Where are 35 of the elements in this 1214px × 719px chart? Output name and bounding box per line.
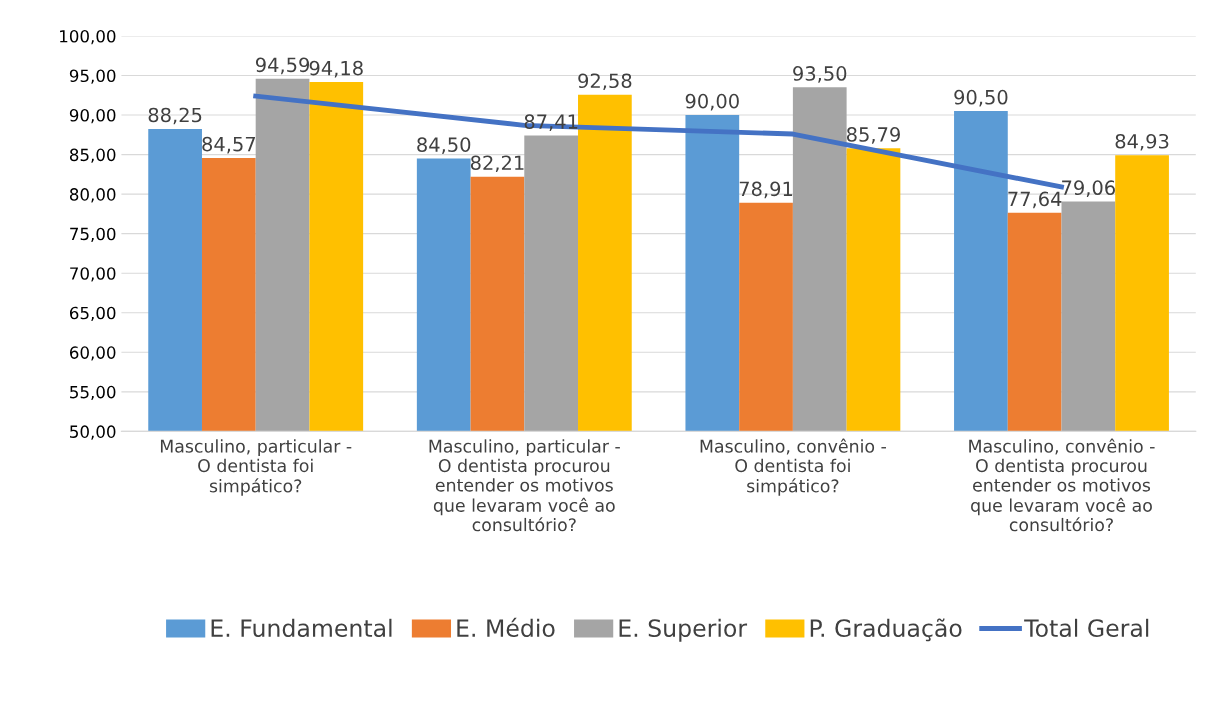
data-label: 82,21 xyxy=(470,155,524,173)
data-label: 93,50 xyxy=(793,66,847,83)
y-tick-label: 95,00 xyxy=(69,69,116,84)
legend-label: E. Médio xyxy=(457,617,555,638)
data-label: 94,18 xyxy=(309,60,363,78)
y-tick-label: 90,00 xyxy=(69,109,116,124)
data-label: 79,06 xyxy=(1062,180,1115,197)
data-label: 92,58 xyxy=(578,73,632,91)
data-label: 84,57 xyxy=(202,136,256,154)
data-label: 77,64 xyxy=(1008,191,1062,209)
data-label: 94,59 xyxy=(255,57,310,75)
legend-label: E. Superior xyxy=(619,618,748,642)
data-label: 90,00 xyxy=(685,93,739,111)
y-tick-label: 65,00 xyxy=(69,306,116,322)
y-tick-label: 70,00 xyxy=(70,267,116,282)
x-tick-label: Masculino, convênio - O dentista procurou entender os motivos que levaram você ao consultório? xyxy=(969,438,1155,532)
x-tick-label: Masculino, particular - O dentista procurou entender os motivos que levaram você ao consultório? xyxy=(429,439,620,532)
y-tick-label: 80,00 xyxy=(69,188,116,203)
legend-label: E. Fundamental xyxy=(211,618,392,638)
y-tick-label: 75,00 xyxy=(70,227,116,242)
y-tick-label: 60,00 xyxy=(69,346,116,361)
x-tick-label: Masculino, convênio - O dentista foi simpático? xyxy=(700,438,886,496)
data-label: 84,93 xyxy=(1115,133,1169,151)
data-label: 84,50 xyxy=(417,137,471,154)
legend-label: Total Geral xyxy=(1024,618,1149,638)
legend-label: P. Graduação xyxy=(810,618,962,642)
data-label: 78,91 xyxy=(739,181,793,199)
x-tick-label: Masculino, particular - O dentista foi simpático? xyxy=(160,439,352,496)
data-label: 88,25 xyxy=(148,107,202,125)
data-label: 85,79 xyxy=(846,127,900,144)
y-tick-label: 55,00 xyxy=(70,385,116,401)
data-label: 90,50 xyxy=(954,89,1008,107)
y-tick-label: 100,00 xyxy=(60,29,116,45)
y-tick-label: 85,00 xyxy=(69,148,116,163)
y-tick-label: 50,00 xyxy=(70,425,116,440)
